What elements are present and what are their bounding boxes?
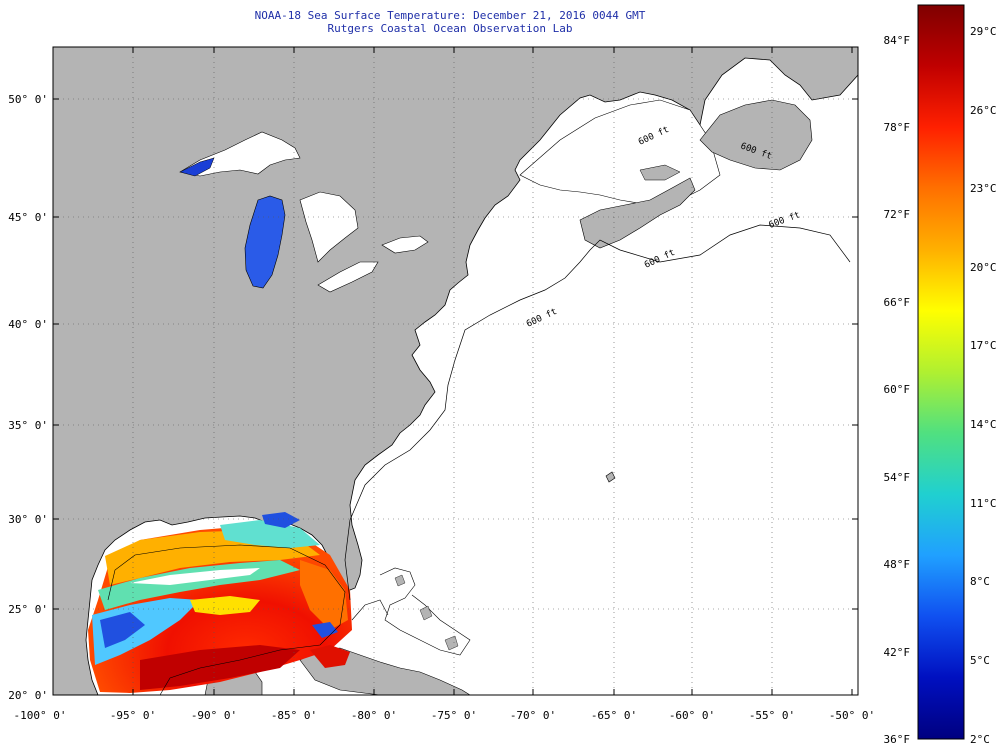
lake-huron: [299, 191, 359, 263]
lon-label: -60° 0': [669, 709, 715, 722]
colorbar-c-label: 29°C: [970, 25, 997, 38]
lat-label: 50° 0': [8, 93, 48, 106]
colorbar-f-label: 72°F: [884, 208, 911, 221]
lon-label: -55° 0': [749, 709, 795, 722]
colorbar-f-label: 42°F: [884, 646, 911, 659]
land-prince-edward: [639, 164, 681, 181]
colorbar-c-label: 17°C: [970, 339, 997, 352]
lat-label: 20° 0': [8, 689, 48, 702]
lat-label: 30° 0': [8, 513, 48, 526]
land-newfoundland: [699, 99, 813, 171]
colorbar-fahrenheit-labels: 84°F 78°F 72°F 66°F 60°F 54°F 48°F 42°F 36°F: [884, 34, 911, 746]
colorbar-celsius-labels: 29°C 26°C 23°C 20°C 17°C 14°C 11°C 8°C 5°C 2°C: [970, 25, 997, 746]
colorbar-f-label: 60°F: [884, 383, 911, 396]
gulf-contour: [107, 544, 346, 695]
colorbar-c-label: 14°C: [970, 418, 997, 431]
map-frame: [52, 46, 859, 696]
colorbar-c-label: 11°C: [970, 497, 997, 510]
colorbar-f-label: 66°F: [884, 296, 911, 309]
bahamas-banks: [379, 567, 471, 656]
shelf-contour-600ft: [344, 224, 851, 601]
colorbar-f-label: 78°F: [884, 121, 911, 134]
florida-contour: [351, 599, 389, 621]
colorbar-f-label: 84°F: [884, 34, 911, 47]
colorbar-c-label: 5°C: [970, 654, 990, 667]
lon-label: -65° 0': [591, 709, 637, 722]
lon-label: -85° 0': [271, 709, 317, 722]
colorbar-c-label: 8°C: [970, 575, 990, 588]
lon-label: -70° 0': [510, 709, 556, 722]
sst-swath: [88, 512, 352, 693]
lat-label: 40° 0': [8, 318, 48, 331]
colorbar: [917, 4, 965, 740]
lon-label: -80° 0': [351, 709, 397, 722]
lat-label: 25° 0': [8, 603, 48, 616]
lake-erie: [317, 261, 379, 293]
lon-label: -100° 0': [14, 709, 67, 722]
lon-label: -75° 0': [431, 709, 477, 722]
lat-label: 35° 0': [8, 419, 48, 432]
lake-ontario: [381, 235, 429, 254]
map-subtitle: Rutgers Coastal Ocean Observation Lab: [327, 22, 573, 35]
colorbar-c-label: 20°C: [970, 261, 997, 274]
lon-label: -95° 0': [110, 709, 156, 722]
lake-michigan: [244, 195, 286, 289]
colorbar-c-label: 2°C: [970, 733, 990, 746]
colorbar-c-label: 26°C: [970, 104, 997, 117]
latitude-axis: 20° 0' 25° 0' 30° 0' 35° 0' 40° 0' 45° 0' 50° …: [8, 93, 858, 702]
lon-label: -90° 0': [191, 709, 237, 722]
map-title: NOAA-18 Sea Surface Temperature: Decembe…: [254, 9, 646, 22]
colorbar-c-label: 23°C: [970, 182, 997, 195]
gulf-of-st-lawrence: [519, 99, 721, 206]
bahamas-islands: [394, 574, 459, 651]
longitude-axis: -100° 0' -95° 0' -90° 0' -85° 0' -80° 0' -75°…: [14, 47, 875, 722]
land-north-america: [53, 47, 858, 695]
lon-label: -50° 0': [829, 709, 875, 722]
colorbar-f-label: 54°F: [884, 471, 911, 484]
bermuda-island: [605, 471, 616, 483]
lat-label: 45° 0': [8, 211, 48, 224]
land-nova-scotia: [579, 177, 696, 249]
lake-superior-west: [179, 157, 215, 177]
graticule: [53, 47, 858, 695]
colorbar-f-label: 36°F: [884, 733, 911, 746]
colorbar-f-label: 48°F: [884, 558, 911, 571]
